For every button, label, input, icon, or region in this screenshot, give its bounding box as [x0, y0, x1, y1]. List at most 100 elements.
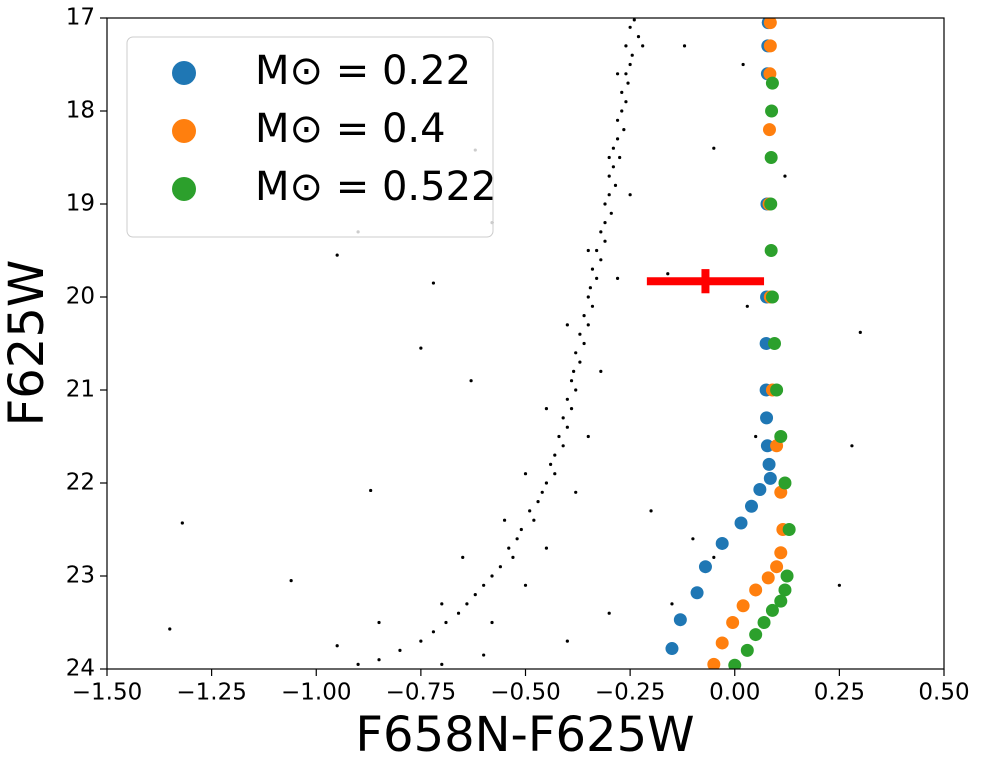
isochrone-point [765, 290, 779, 304]
star-point [607, 155, 611, 160]
star-point [670, 602, 674, 606]
star-point [574, 351, 578, 355]
star-point [620, 90, 624, 94]
star-point [369, 488, 373, 493]
star-point [603, 202, 607, 206]
star-point [607, 611, 611, 615]
star-point [712, 146, 716, 150]
star-point [440, 602, 444, 606]
star-point [666, 272, 670, 276]
isochrone-point [740, 643, 754, 657]
legend-box [126, 36, 494, 238]
star-point [599, 230, 603, 234]
y-tick-label: 21 [66, 377, 95, 403]
isochrone-point [780, 569, 794, 583]
star-point [607, 193, 611, 197]
isochrone-point [665, 642, 679, 656]
legend-label: M⊙ = 0.22 [255, 48, 471, 94]
isochrone-point [764, 197, 778, 211]
star-point [630, 53, 634, 57]
isochrone-point [765, 104, 779, 118]
isochrone-point [762, 457, 776, 471]
star-point [565, 425, 569, 429]
star-point [482, 583, 486, 587]
star-point [544, 407, 549, 411]
star-point [622, 128, 626, 132]
x-axis-label: F658N-F625W [355, 707, 694, 763]
star-point [377, 658, 381, 662]
star-point [572, 369, 576, 373]
star-point [507, 546, 511, 550]
star-point [783, 174, 787, 178]
legend-label: M⊙ = 0.522 [255, 164, 496, 210]
star-point [574, 490, 578, 494]
isochrone-point [707, 657, 721, 669]
star-point [615, 118, 620, 122]
star-point [595, 248, 599, 253]
isochrone-point [760, 439, 774, 453]
star-point [595, 276, 599, 280]
star-point [607, 174, 611, 178]
star-point [620, 109, 624, 113]
star-point [544, 481, 549, 485]
x-tick-label: 0.00 [709, 680, 760, 706]
isochrone-point [734, 516, 748, 530]
star-point [691, 537, 695, 541]
star-point [624, 44, 628, 48]
star-point [473, 593, 477, 597]
isochrone-point [764, 151, 778, 164]
star-point [168, 627, 172, 631]
star-point [745, 304, 749, 308]
x-tick-label: 0.50 [918, 680, 969, 706]
star-point [628, 62, 632, 67]
star-point [586, 323, 590, 327]
isochrone-point [690, 586, 704, 600]
star-point [574, 388, 578, 392]
star-point [180, 521, 184, 525]
y-tick-label: 20 [66, 284, 95, 310]
star-point [628, 25, 632, 29]
star-point [586, 248, 590, 253]
star-point [850, 444, 854, 448]
star-point [553, 472, 557, 476]
star-point [615, 137, 620, 141]
star-point [461, 555, 465, 560]
star-point [582, 341, 586, 346]
star-point [482, 653, 486, 657]
star-point [590, 267, 595, 271]
star-point [599, 258, 603, 262]
isochrone-point [763, 18, 777, 30]
x-tick-label: −1.25 [176, 680, 246, 706]
star-point [586, 295, 590, 299]
star-point [502, 518, 507, 522]
star-point [611, 165, 615, 169]
star-point [532, 518, 536, 522]
star-point [289, 579, 293, 583]
star-point [511, 555, 515, 560]
star-point [419, 346, 423, 350]
star-point [754, 434, 758, 439]
y-tick-label: 17 [66, 5, 95, 31]
isochrone-point [778, 583, 792, 597]
y-axis-label: F625W [0, 260, 55, 427]
isochrone-point [760, 411, 774, 425]
star-point [557, 434, 561, 439]
isochrone-point [715, 636, 729, 650]
isochrone-point [728, 658, 742, 669]
isochrone-point [762, 123, 776, 137]
star-point [523, 472, 528, 476]
star-point [498, 565, 502, 569]
isochrone-point [749, 583, 763, 597]
star-point [549, 462, 553, 466]
star-point [578, 360, 582, 364]
isochrone-point [715, 536, 729, 550]
star-point [603, 221, 607, 225]
star-point [565, 639, 569, 643]
star-point [712, 555, 716, 560]
star-point [565, 397, 569, 401]
star-point [565, 323, 569, 327]
star-point [741, 62, 745, 67]
star-point [588, 286, 592, 290]
y-tick-label: 23 [66, 563, 95, 589]
isochrone-point [736, 599, 750, 613]
